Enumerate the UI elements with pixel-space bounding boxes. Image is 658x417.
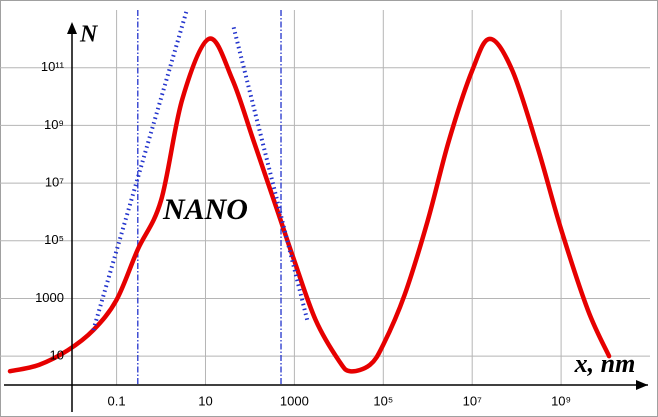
x-axis-label: x, nm (574, 349, 636, 378)
y-tick-label: 1000 (35, 290, 64, 305)
x-tick-label: 10⁷ (463, 393, 482, 408)
x-arrow (636, 380, 648, 390)
x-tick-label: 0.1 (108, 393, 126, 408)
x-tick-label: 10⁵ (373, 393, 393, 408)
x-tick-label: 10⁹ (551, 393, 571, 408)
y-axis-label: N (79, 22, 99, 48)
annotation: NANO (162, 193, 248, 226)
y-tick-label: 10¹¹ (41, 59, 65, 74)
y-tick-label: 10⁷ (45, 175, 64, 190)
asymptote-line (231, 26, 310, 323)
y-tick-label: 10⁵ (44, 232, 64, 247)
y-tick-label: 10 (50, 348, 64, 363)
y-tick-label: 10⁹ (44, 117, 64, 132)
x-tick-label: 1000 (280, 393, 309, 408)
y-arrow (67, 22, 77, 34)
data-line (7, 36, 612, 374)
asymptote-line (91, 9, 189, 331)
x-tick-label: 10 (198, 393, 212, 408)
